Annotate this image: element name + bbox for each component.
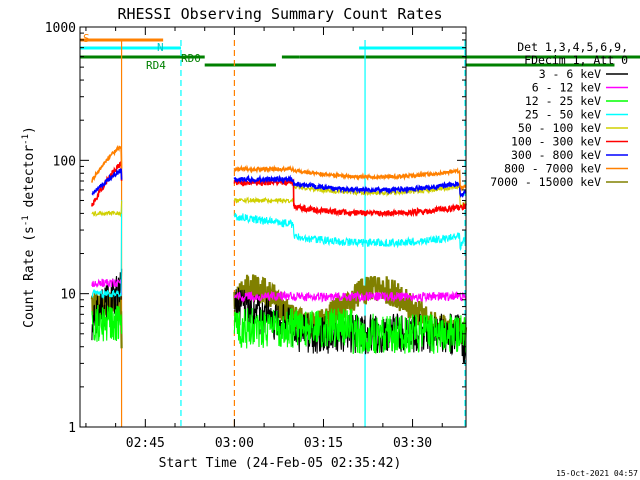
x-tick-label: 03:15 [304,436,343,451]
flag-rd4-label: RD4 [146,59,166,72]
flag-n-label: N [157,41,164,54]
series-line [91,144,123,183]
series-line [91,200,123,300]
series-line [233,308,467,355]
legend-label: 300 - 800 keV [511,148,601,162]
series-line [91,278,123,295]
series-layer [90,144,468,364]
series-line [233,177,467,218]
legend-header-decim: FDecim 1, Att 0 [524,53,628,67]
x-tick-label: 02:45 [126,436,165,451]
y-axis-label: Count Rate (s-1 detector-1) [21,126,37,328]
series-line [233,183,467,209]
legend-label: 7000 - 15000 keV [490,175,601,189]
series-line [233,290,467,304]
flag-bars: S N RD0 RD4 [80,32,640,72]
series-line [91,200,123,218]
legend-label: 25 - 50 keV [525,108,601,122]
legend-label: 6 - 12 keV [532,81,601,95]
y-tick-label: 10 [60,288,76,303]
legend-label: 800 - 7000 keV [504,162,601,176]
y-axis: 1 10 100 1000 [45,21,466,436]
legend-header-detectors: Det 1,3,4,5,6,9, [517,40,628,54]
chart-title: RHESSI Observing Summary Count Rates [117,5,442,23]
y-tick-label: 1000 [45,21,76,36]
y-tick-label: 1 [68,421,76,436]
series-line [233,164,467,192]
legend-label: 3 - 6 keV [539,67,601,81]
series-line [233,212,467,252]
legend-label: 12 - 25 keV [525,94,601,108]
footer-timestamp: 15-Oct-2021 04:57 [556,469,638,478]
legend: Det 1,3,4,5,6,9, FDecim 1, Att 0 3 - 6 k… [490,40,628,189]
plot-frame [79,26,467,428]
series-line [233,174,467,199]
y-tick-label: 100 [53,154,76,169]
legend-label: 100 - 300 keV [511,135,601,149]
legend-label: 50 - 100 keV [518,121,601,135]
x-axis-label: Start Time (24-Feb-05 02:35:42) [159,456,402,471]
x-tick-label: 03:00 [215,436,254,451]
series-line [91,304,123,342]
series-line [91,167,123,196]
x-axis: 02:45 03:00 03:15 03:30 [85,27,443,451]
x-tick-label: 03:30 [393,436,432,451]
flag-s-label: S [83,32,90,45]
flag-rd0-label: RD0 [181,52,201,65]
series-line [91,161,123,207]
